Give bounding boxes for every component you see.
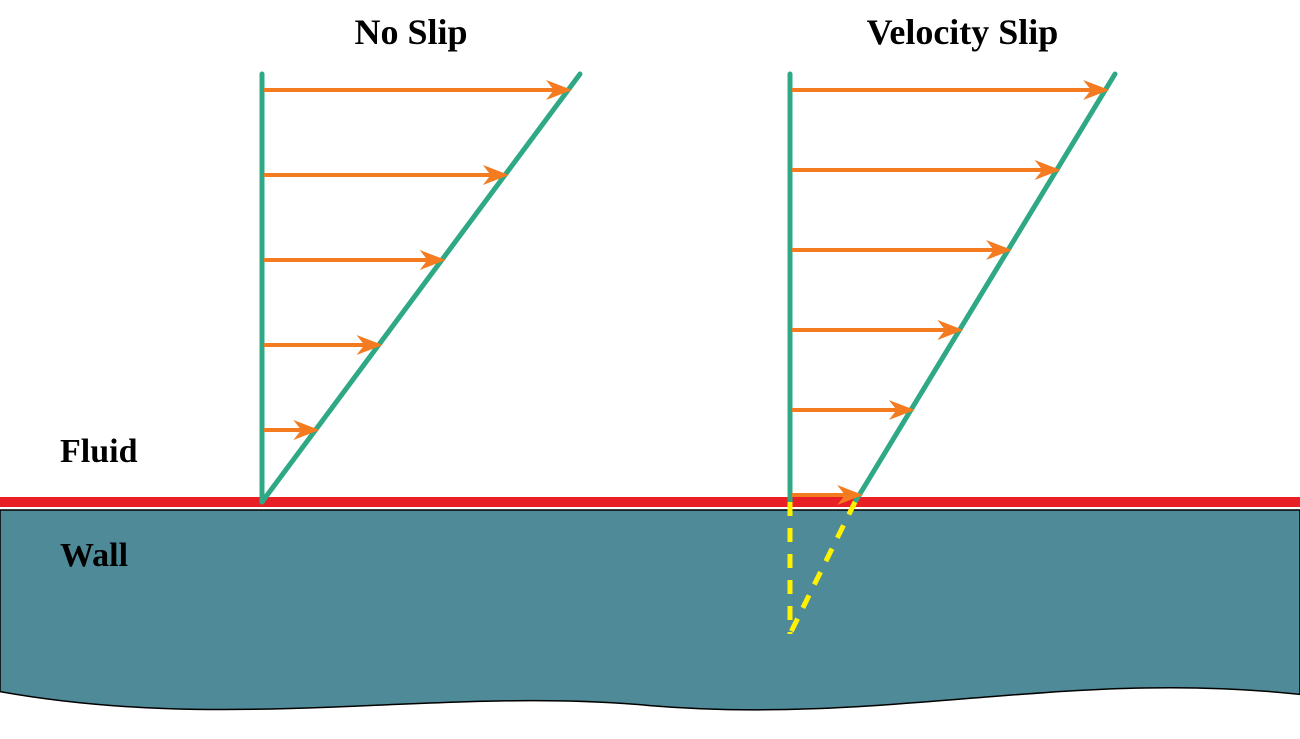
no-slip-title: No Slip: [354, 12, 467, 52]
wall-label: Wall: [60, 537, 128, 574]
no-slip-profile-line: [262, 74, 580, 502]
wall-region: [0, 510, 1300, 710]
velocity-slip-profile-line: [855, 74, 1115, 502]
fluid-label: Fluid: [60, 433, 138, 470]
velocity-slip-title: Velocity Slip: [867, 12, 1059, 52]
